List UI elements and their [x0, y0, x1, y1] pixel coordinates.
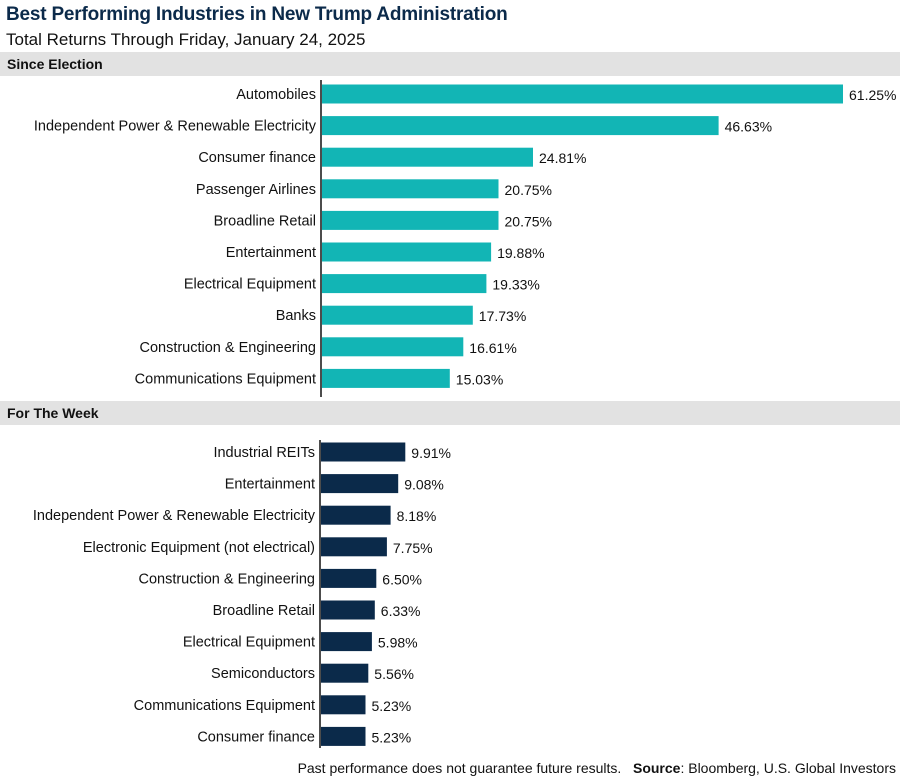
category-label: Independent Power & Renewable Electricit…: [33, 508, 316, 524]
category-label: Entertainment: [226, 245, 316, 261]
category-label: Construction & Engineering: [139, 340, 316, 356]
chart-subtitle: Total Returns Through Friday, January 24…: [6, 30, 366, 49]
bar-since-election-5: [322, 242, 492, 262]
section-title-since-election: Since Election: [7, 56, 103, 72]
category-label: Electrical Equipment: [183, 635, 315, 651]
bar-for-the-week-5: [321, 600, 375, 620]
bar-since-election-6: [322, 274, 487, 294]
bar-for-the-week-6: [321, 632, 372, 652]
value-label: 46.63%: [725, 119, 772, 135]
category-label: Communications Equipment: [135, 371, 316, 387]
bar-for-the-week-7: [321, 663, 369, 683]
chart-title: Best Performing Industries in New Trump …: [6, 4, 508, 25]
bar-since-election-8: [322, 337, 464, 357]
value-label: 19.88%: [497, 245, 544, 261]
category-label: Electronic Equipment (not electrical): [83, 540, 315, 556]
section-title-for-the-week: For The Week: [7, 405, 99, 421]
value-label: 9.91%: [411, 445, 451, 461]
value-label: 17.73%: [479, 308, 526, 324]
category-label: Automobiles: [236, 87, 316, 103]
disclaimer-text: Past performance does not guarantee futu…: [297, 760, 622, 776]
bar-since-election-1: [322, 116, 719, 136]
value-label: 5.23%: [372, 698, 412, 714]
bar-for-the-week-3: [321, 537, 387, 557]
category-label: Banks: [276, 308, 316, 324]
bar-for-the-week-2: [321, 505, 391, 525]
value-label: 6.33%: [381, 603, 421, 619]
value-label: 24.81%: [539, 150, 586, 166]
section-band-for-the-week: For The Week: [0, 401, 900, 425]
source-text: : Bloomberg, U.S. Global Investors: [680, 760, 896, 776]
value-label: 5.98%: [378, 635, 418, 651]
value-label: 5.23%: [372, 729, 412, 745]
value-label: 9.08%: [404, 477, 444, 493]
category-label: Consumer finance: [198, 150, 316, 166]
category-label: Communications Equipment: [134, 698, 315, 714]
bar-for-the-week-9: [321, 726, 366, 746]
category-label: Broadline Retail: [213, 603, 315, 619]
value-label: 20.75%: [505, 182, 552, 198]
bar-since-election-9: [322, 368, 450, 388]
bar-for-the-week-0: [321, 442, 406, 462]
bar-for-the-week-8: [321, 695, 366, 715]
value-label: 16.61%: [469, 340, 516, 356]
category-label: Consumer finance: [197, 729, 315, 745]
bar-since-election-0: [322, 84, 843, 104]
value-label: 15.03%: [456, 371, 503, 387]
bar-for-the-week-1: [321, 474, 399, 494]
section-band-since-election: Since Election: [0, 52, 900, 76]
bar-since-election-2: [322, 147, 533, 167]
value-label: 7.75%: [393, 540, 433, 556]
bar-since-election-4: [322, 210, 499, 230]
category-label: Entertainment: [225, 477, 315, 493]
category-label: Broadline Retail: [214, 213, 316, 229]
bar-since-election-3: [322, 179, 499, 199]
category-label: Construction & Engineering: [138, 571, 315, 587]
category-label: Independent Power & Renewable Electricit…: [34, 119, 317, 135]
category-label: Electrical Equipment: [184, 277, 316, 293]
value-label: 6.50%: [382, 571, 422, 587]
value-label: 8.18%: [397, 508, 437, 524]
category-label: Semiconductors: [211, 666, 315, 682]
category-label: Industrial REITs: [213, 445, 315, 461]
value-label: 5.56%: [374, 666, 414, 682]
source-label: Source: [632, 760, 681, 776]
footer: Past performance does not guarantee futu…: [298, 760, 896, 776]
value-label: 61.25%: [849, 87, 896, 103]
value-label: 19.33%: [492, 277, 539, 293]
bar-since-election-7: [322, 305, 473, 325]
bar-for-the-week-4: [321, 568, 377, 588]
category-label: Passenger Airlines: [196, 182, 316, 198]
value-label: 20.75%: [505, 213, 552, 229]
